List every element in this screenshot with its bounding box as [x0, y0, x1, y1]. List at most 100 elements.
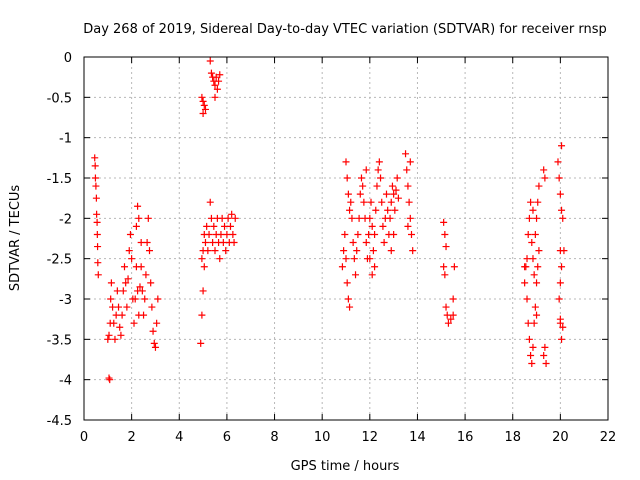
data-point [441, 230, 449, 238]
data-point [94, 243, 102, 251]
data-point [347, 198, 355, 206]
data-point [357, 174, 365, 182]
y-tick-label: -3 [59, 293, 72, 308]
data-point [367, 198, 375, 206]
data-point [525, 214, 533, 222]
data-point [132, 222, 140, 230]
data-point [534, 263, 542, 271]
data-point [343, 174, 351, 182]
data-point [528, 360, 536, 368]
data-point [229, 230, 237, 238]
data-point [359, 182, 367, 190]
data-point [371, 263, 379, 271]
data-point [116, 323, 124, 331]
data-point [118, 311, 126, 319]
data-point [109, 303, 117, 311]
data-point [352, 271, 360, 279]
data-point [523, 255, 531, 263]
data-point [134, 202, 142, 210]
data-point [207, 69, 215, 77]
data-point [530, 271, 538, 279]
data-point [535, 182, 543, 190]
data-point [216, 255, 224, 263]
data-point [150, 339, 158, 347]
data-point [360, 198, 368, 206]
data-point [148, 303, 156, 311]
data-point [559, 323, 567, 331]
y-tick-label: -0.5 [47, 91, 72, 106]
data-point [554, 158, 562, 166]
data-points [91, 57, 568, 384]
data-point [558, 263, 566, 271]
data-point [440, 218, 448, 226]
data-point [106, 376, 114, 384]
y-tick-label: -1 [59, 132, 72, 147]
data-point [91, 174, 99, 182]
data-point [535, 247, 543, 255]
data-point [540, 351, 548, 359]
data-point [378, 198, 386, 206]
data-point [146, 247, 153, 255]
data-point [531, 303, 539, 311]
data-point [527, 198, 535, 206]
data-point [199, 97, 207, 105]
data-point [211, 93, 219, 101]
data-point [409, 247, 417, 255]
data-point [542, 360, 550, 368]
data-point [151, 343, 159, 351]
data-point [198, 93, 206, 101]
data-point [137, 263, 145, 271]
data-point [528, 239, 536, 247]
data-point [560, 247, 568, 255]
data-point [368, 222, 376, 230]
y-tick-label: -3.5 [47, 333, 72, 348]
data-point [199, 287, 207, 295]
data-point [392, 186, 400, 194]
data-point [92, 194, 100, 202]
data-point [349, 239, 357, 247]
data-point [105, 331, 113, 339]
data-point [120, 263, 128, 271]
data-point [340, 247, 348, 255]
data-point [216, 71, 224, 79]
x-tick-label: 8 [270, 430, 278, 445]
data-point [377, 174, 385, 182]
data-point [136, 283, 144, 291]
data-point [211, 81, 219, 89]
y-axis-label: SDTVAR / TECUs [8, 185, 23, 292]
data-point [135, 214, 143, 222]
data-point [366, 255, 374, 263]
data-point [365, 230, 373, 238]
data-point [344, 295, 352, 303]
data-point [521, 263, 529, 271]
data-point [362, 239, 370, 247]
data-point [368, 271, 376, 279]
data-point [138, 287, 146, 295]
data-point [354, 230, 362, 238]
data-point [524, 319, 532, 327]
data-point [144, 214, 152, 222]
data-point [137, 239, 145, 247]
data-point [94, 271, 102, 279]
data-point [371, 230, 379, 238]
data-point [93, 218, 101, 226]
data-point [529, 206, 537, 214]
data-point [444, 319, 452, 327]
data-point [404, 222, 412, 230]
data-point [201, 105, 209, 113]
data-point [226, 222, 234, 230]
data-point [230, 239, 238, 247]
data-point [115, 303, 123, 311]
plot-grid [84, 57, 608, 420]
data-point [442, 243, 450, 251]
data-point [524, 230, 532, 238]
data-point [556, 190, 564, 198]
data-point [205, 230, 213, 238]
data-point [374, 166, 382, 174]
data-point [442, 303, 450, 311]
data-point [104, 335, 112, 343]
data-point [443, 311, 451, 319]
data-point [153, 319, 161, 327]
data-point [142, 271, 150, 279]
y-tick-label: 0 [64, 51, 72, 66]
